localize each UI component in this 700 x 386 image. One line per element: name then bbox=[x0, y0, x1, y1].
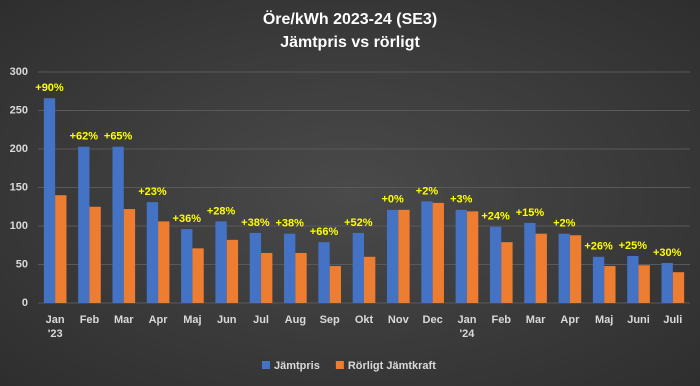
y-tick-label: 150 bbox=[10, 181, 28, 193]
bar bbox=[489, 226, 502, 303]
bar bbox=[123, 209, 136, 303]
legend-swatch bbox=[262, 361, 270, 369]
annotation: +36% bbox=[173, 213, 202, 225]
annotation: +24% bbox=[481, 211, 510, 223]
bar bbox=[501, 242, 513, 303]
bar bbox=[524, 222, 536, 303]
bar bbox=[638, 265, 650, 303]
chart-title: Öre/kWh 2023-24 (SE3) bbox=[263, 9, 437, 28]
annotation: +66% bbox=[310, 226, 339, 238]
bar bbox=[569, 235, 582, 303]
annotation: +2% bbox=[553, 218, 576, 230]
annotation: +30% bbox=[653, 247, 682, 259]
annotation: +90% bbox=[35, 82, 64, 94]
x-tick-label: Jan '23 bbox=[45, 314, 65, 340]
bar bbox=[627, 256, 639, 303]
annotation: +3% bbox=[450, 194, 473, 206]
x-tick-label: Mar bbox=[525, 314, 546, 326]
legend-swatch bbox=[335, 361, 344, 369]
bar bbox=[672, 272, 685, 303]
bar bbox=[55, 195, 67, 303]
bar bbox=[398, 209, 410, 303]
x-tick-label: Juli bbox=[663, 314, 683, 326]
x-tick-label: Apr bbox=[148, 314, 168, 326]
y-tick-label: 0 bbox=[22, 297, 28, 309]
bar bbox=[43, 98, 56, 304]
y-tick-label: 250 bbox=[10, 104, 28, 116]
x-tick-label: Maj bbox=[595, 314, 614, 326]
bar bbox=[455, 209, 467, 303]
annotation: +52% bbox=[344, 217, 373, 229]
bar bbox=[181, 229, 193, 303]
bar bbox=[421, 201, 433, 303]
bar bbox=[192, 248, 204, 303]
x-tick-label: Aug bbox=[284, 314, 307, 326]
bar bbox=[146, 202, 159, 303]
bar bbox=[112, 146, 124, 303]
annotation: +38% bbox=[275, 218, 304, 230]
annotation: +25% bbox=[619, 240, 648, 252]
bar bbox=[661, 262, 673, 303]
y-tick-label: 50 bbox=[16, 258, 28, 270]
bar bbox=[215, 221, 227, 303]
y-tick-label: 200 bbox=[10, 143, 28, 155]
annotation: +28% bbox=[207, 205, 236, 217]
bar bbox=[558, 233, 570, 303]
bar bbox=[364, 256, 376, 303]
bar bbox=[466, 211, 479, 303]
annotation: +2% bbox=[416, 185, 439, 197]
x-tick-label: Juni bbox=[627, 314, 650, 326]
annotation: +15% bbox=[516, 207, 545, 219]
bar bbox=[158, 221, 170, 303]
bar bbox=[249, 232, 262, 303]
bar bbox=[535, 233, 547, 303]
bar bbox=[352, 232, 364, 303]
legend-label: Jämtpris bbox=[274, 360, 320, 372]
annotation: +62% bbox=[70, 131, 99, 143]
x-tick-label: Dec bbox=[422, 314, 443, 326]
x-tick-label: Apr bbox=[560, 314, 580, 326]
x-tick-label: Jul bbox=[253, 314, 269, 326]
x-tick-label: Sep bbox=[319, 314, 340, 326]
legend-label: Rörligt Jämtkraft bbox=[348, 360, 436, 372]
bar bbox=[295, 252, 307, 303]
x-tick-label: Feb bbox=[491, 314, 512, 326]
annotation: +0% bbox=[381, 194, 404, 206]
bar bbox=[432, 202, 444, 303]
x-tick-label: Feb bbox=[79, 314, 100, 326]
x-tick-label: Jun bbox=[216, 314, 237, 326]
x-tick-label: Okt bbox=[354, 314, 374, 326]
bar bbox=[318, 242, 330, 303]
bar bbox=[284, 233, 296, 303]
y-tick-label: 300 bbox=[10, 66, 28, 78]
bar bbox=[78, 146, 90, 303]
x-tick-label: Mar bbox=[114, 314, 134, 326]
annotation: +38% bbox=[241, 217, 270, 229]
bar bbox=[592, 256, 605, 303]
x-tick-label: Nov bbox=[387, 314, 409, 326]
x-tick-label: Jan '24 bbox=[457, 314, 477, 340]
annotation: +26% bbox=[584, 241, 613, 253]
chart-subtitle: Jämtpris vs rörligt bbox=[280, 34, 420, 51]
y-tick-label: 100 bbox=[10, 220, 28, 232]
bar bbox=[261, 252, 273, 303]
bar bbox=[329, 266, 342, 303]
annotation: +65% bbox=[104, 131, 133, 143]
bar bbox=[89, 206, 101, 303]
bar bbox=[386, 209, 399, 303]
bar bbox=[604, 266, 616, 303]
x-tick-label: Maj bbox=[183, 314, 202, 326]
annotation: +23% bbox=[138, 186, 167, 198]
bar bbox=[226, 239, 239, 303]
